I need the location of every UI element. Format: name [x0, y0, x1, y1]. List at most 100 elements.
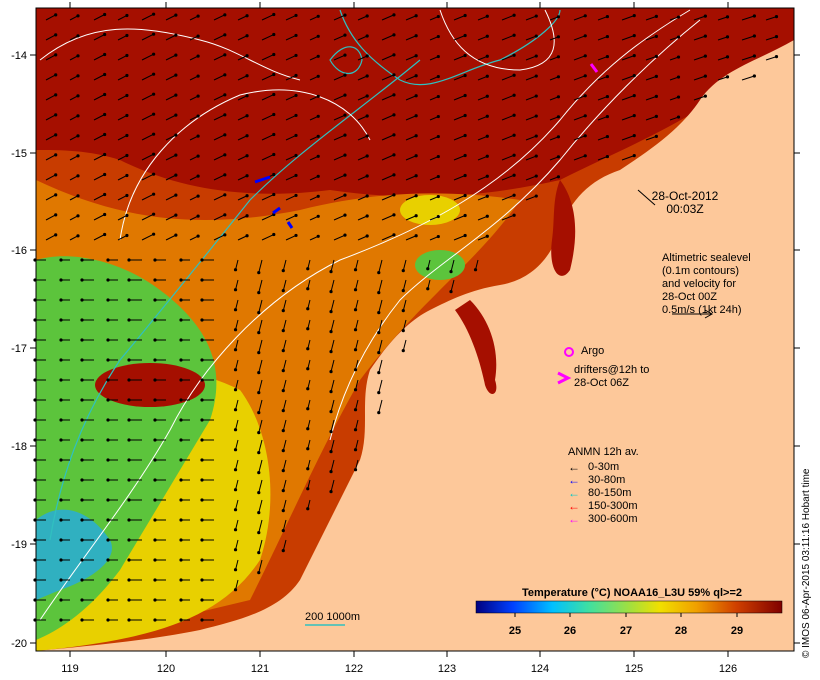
velocity-arrow-head — [632, 134, 636, 138]
velocity-arrow — [525, 155, 537, 161]
left-arrow-icon: ← — [568, 499, 580, 513]
anmn-legend-label: 150-300m — [588, 500, 638, 512]
x-tick-label: 123 — [438, 663, 456, 675]
velocity-arrow — [330, 359, 335, 372]
velocity-arrow-head — [257, 330, 261, 335]
velocity-arrow-head — [281, 289, 285, 293]
velocity-arrow-head — [257, 570, 261, 575]
velocity-arrow-head — [59, 278, 63, 282]
velocity-arrow — [381, 114, 395, 121]
velocity-arrow — [45, 134, 56, 141]
left-arrow-icon: ← — [568, 460, 580, 474]
velocity-arrow-head — [272, 12, 276, 17]
velocity-arrow-head — [196, 234, 200, 238]
colorbar — [475, 600, 783, 614]
velocity-arrow-head — [223, 173, 227, 177]
velocity-arrow — [141, 73, 154, 81]
velocity-arrow — [405, 75, 417, 81]
velocity-arrow-head — [80, 438, 84, 442]
velocity-arrow-head — [223, 93, 227, 97]
velocity-arrow-head — [125, 213, 129, 218]
velocity-arrow — [525, 175, 537, 181]
velocity-arrow-head — [485, 154, 489, 158]
velocity-arrow — [141, 113, 154, 121]
velocity-arrow — [117, 135, 128, 141]
anmn-30-80m-arrow — [272, 206, 281, 215]
velocity-arrow — [237, 55, 248, 61]
velocity-arrow-head — [257, 270, 261, 275]
velocity-arrow-head — [152, 52, 156, 56]
velocity-arrow — [213, 14, 226, 21]
velocity-arrow-head — [281, 529, 285, 533]
velocity-arrow-head — [257, 410, 261, 415]
velocity-arrow-head — [174, 13, 178, 17]
velocity-arrow-head — [306, 387, 310, 391]
velocity-arrow-head — [54, 193, 58, 197]
velocity-arrow-head — [76, 214, 80, 218]
velocity-arrow-head — [106, 398, 110, 402]
velocity-arrow-head — [353, 468, 358, 472]
velocity-arrow-head — [233, 528, 238, 532]
velocity-arrow-head — [54, 133, 58, 137]
velocity-arrow-head — [605, 54, 609, 59]
velocity-arrow — [165, 94, 177, 101]
velocity-arrow-head — [329, 410, 333, 414]
velocity-arrow-head — [106, 618, 110, 622]
velocity-arrow — [477, 235, 488, 241]
velocity-arrow — [355, 439, 359, 450]
velocity-arrow-head — [179, 618, 183, 622]
velocity-arrow — [258, 319, 263, 333]
velocity-arrow — [381, 134, 395, 141]
velocity-arrow-head — [377, 290, 381, 295]
velocity-arrow-head — [414, 34, 418, 38]
y-axis: -14 -15 -16 -17 -18 -19 -20 — [11, 50, 800, 650]
velocity-arrow — [621, 135, 635, 141]
colorbar-tick-label: 27 — [620, 625, 632, 637]
velocity-arrow-head — [76, 74, 80, 78]
velocity-arrow-head — [365, 74, 369, 78]
velocity-arrow-head — [583, 114, 587, 118]
velocity-arrow — [741, 15, 755, 21]
velocity-arrow-head — [512, 113, 516, 117]
velocity-arrow — [237, 175, 248, 181]
velocity-arrow-head — [54, 113, 58, 117]
velocity-arrow-head — [306, 267, 310, 271]
velocity-arrow-head — [485, 34, 489, 38]
velocity-arrow-head — [245, 94, 249, 98]
coldest-water-patch — [36, 509, 112, 600]
velocity-arrow-head — [174, 33, 178, 37]
velocity-arrow-head — [153, 478, 157, 482]
velocity-arrow-head — [152, 132, 156, 136]
velocity-arrow-head — [125, 73, 129, 78]
velocity-arrow — [237, 75, 248, 81]
velocity-arrow-head — [676, 35, 681, 39]
velocity-arrow — [765, 36, 777, 41]
velocity-arrow-head — [329, 370, 333, 374]
x-tick-label: 122 — [345, 663, 363, 675]
velocity-arrow — [573, 35, 586, 41]
velocity-arrow — [355, 379, 359, 390]
argo-float-marker — [564, 347, 574, 357]
velocity-arrow-head — [512, 53, 516, 57]
velocity-arrow-head — [174, 193, 178, 197]
velocity-arrow-head — [463, 173, 467, 178]
y-tick-label: -19 — [11, 539, 27, 551]
velocity-arrow-head — [125, 153, 129, 158]
velocity-arrow-head — [316, 14, 320, 18]
y-tick-label: -15 — [11, 148, 27, 160]
velocity-arrow-head — [414, 154, 418, 158]
velocity-arrow-head — [174, 93, 178, 97]
velocity-arrow-head — [365, 194, 369, 198]
velocity-arrow-head — [343, 53, 347, 57]
velocity-arrow-head — [316, 34, 320, 38]
velocity-arrow-head — [200, 618, 204, 622]
velocity-arrow — [93, 134, 105, 141]
velocity-arrow — [765, 56, 777, 61]
velocity-arrow-head — [414, 234, 418, 238]
y-tick-label: -20 — [11, 638, 27, 650]
velocity-arrow — [357, 55, 368, 61]
velocity-arrow — [117, 95, 128, 101]
velocity-arrow-head — [353, 308, 358, 312]
velocity-arrow-head — [80, 618, 84, 622]
velocity-arrow-head — [179, 438, 183, 442]
